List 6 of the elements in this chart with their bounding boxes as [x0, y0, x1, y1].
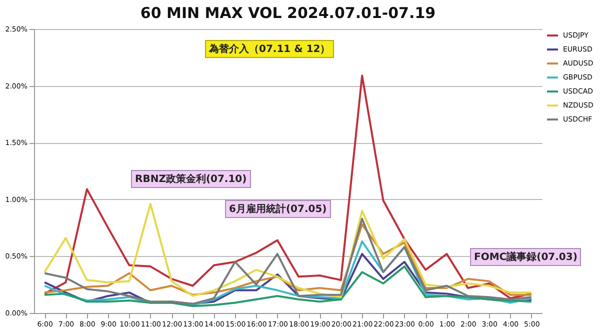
callout-label: FOMC議事録(07.03) — [470, 248, 582, 266]
callout-label: 6月雇用統計(07.05) — [225, 200, 331, 218]
line-series — [44, 265, 532, 308]
callout-label: 為替介入（07.11 & 12） — [205, 40, 334, 58]
chart-title: 60 MIN MAX VOL 2024.07.01-07.19 — [140, 4, 436, 22]
callout-label: RBNZ政策金利(07.10) — [131, 170, 251, 188]
